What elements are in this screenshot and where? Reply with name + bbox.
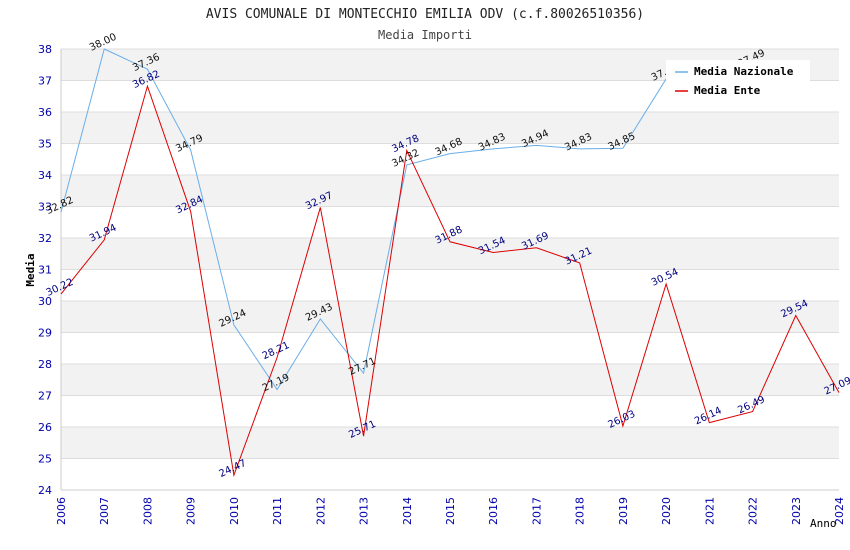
y-tick-label: 34	[38, 169, 52, 182]
x-tick-label: 2007	[98, 497, 111, 525]
x-tick-label: 2019	[617, 497, 630, 525]
y-tick-label: 36	[38, 106, 52, 119]
data-label: 26.49	[736, 394, 767, 416]
band	[61, 427, 839, 459]
x-tick-label: 2011	[271, 497, 284, 525]
band	[61, 175, 839, 207]
legend-label-media-ente: Media Ente	[694, 84, 761, 97]
background-bands	[61, 49, 839, 459]
y-tick-label: 25	[38, 453, 52, 466]
band	[61, 364, 839, 396]
x-tick-label: 2024	[833, 497, 846, 525]
series-lines	[60, 48, 840, 478]
x-tick-label: 2013	[358, 497, 371, 525]
x-tick-label: 2023	[790, 497, 803, 525]
chart-title: AVIS COMUNALE DI MONTECCHIO EMILIA ODV (…	[206, 7, 644, 22]
y-tick-label: 29	[38, 327, 52, 340]
band	[61, 112, 839, 144]
x-tick-label: 2020	[660, 497, 673, 525]
y-tick-label: 26	[38, 421, 52, 434]
chart-subtitle: Media Importi	[378, 28, 472, 42]
y-tick-label: 27	[38, 390, 52, 403]
data-label: 24.47	[218, 458, 249, 480]
y-axis-ticks: 24 25 26 27 28 29 30 31 32 33 34 35 36 37 38	[38, 43, 52, 497]
data-label: 30.22	[45, 277, 76, 299]
x-tick-label: 2010	[228, 497, 241, 525]
legend: Media Nazionale Media Ente	[666, 60, 810, 102]
x-tick-label: 2018	[574, 497, 587, 525]
y-tick-label: 35	[38, 138, 52, 151]
legend-label-media-nazionale: Media Nazionale	[694, 65, 794, 78]
y-tick-label: 38	[38, 43, 52, 56]
x-tick-label: 2021	[703, 497, 716, 525]
y-tick-label: 31	[38, 264, 52, 277]
y-tick-label: 33	[38, 201, 52, 214]
x-tick-label: 2015	[444, 497, 457, 525]
y-tick-label: 28	[38, 358, 52, 371]
x-tick-label: 2012	[314, 497, 327, 525]
x-tick-label: 2008	[141, 497, 154, 525]
x-tick-label: 2009	[185, 497, 198, 525]
y-tick-label: 24	[38, 484, 52, 497]
x-tick-label: 2022	[747, 497, 760, 525]
x-tick-label: 2016	[487, 497, 500, 525]
x-tick-label: 2017	[530, 497, 543, 525]
y-tick-label: 37	[38, 75, 52, 88]
y-tick-label: 32	[38, 232, 52, 245]
x-axis-ticks: 2006 2007 2008 2009 2010 2011 2012 2013 2014 2015…	[55, 497, 846, 525]
y-axis-label: Media	[24, 253, 37, 286]
x-axis-label: Anno	[810, 517, 837, 530]
data-label: 32.82	[45, 195, 76, 217]
x-tick-label: 2014	[401, 497, 414, 525]
gridlines	[60, 48, 839, 491]
band	[61, 238, 839, 270]
legend-box	[666, 60, 810, 102]
series-line-1	[60, 84, 840, 478]
data-label: 26.14	[693, 405, 724, 427]
y-tick-label: 30	[38, 295, 52, 308]
x-tick-label: 2006	[55, 497, 68, 525]
series-line-0	[60, 48, 667, 391]
band	[61, 301, 839, 333]
